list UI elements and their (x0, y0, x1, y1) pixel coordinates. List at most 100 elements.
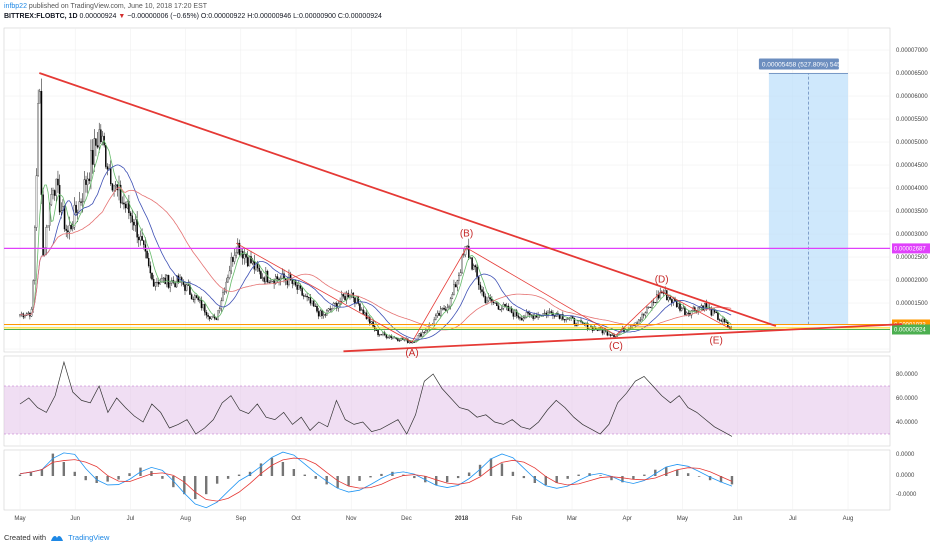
candle-body (98, 129, 100, 148)
candle-body (42, 194, 44, 256)
rsi-y-tick: 80.0000 (896, 372, 918, 378)
candle-body (276, 276, 279, 280)
macd-bar (599, 475, 602, 476)
candle-body (463, 254, 465, 256)
candle-body (687, 312, 690, 314)
candle-body (525, 312, 528, 318)
candle-body (67, 230, 69, 233)
macd-bar (215, 476, 219, 484)
candle-body (591, 326, 594, 331)
candle-body (501, 308, 503, 310)
candle-body (96, 145, 99, 148)
candle-body (388, 336, 391, 338)
candle-body (52, 190, 54, 195)
candle-body (134, 219, 137, 226)
ab-leg (411, 247, 467, 343)
candle-body (258, 267, 260, 272)
x-tick-label: 2018 (455, 516, 469, 522)
candle-body (519, 317, 521, 319)
candle-body (456, 280, 458, 288)
author-link[interactable]: infbp22 (4, 3, 27, 10)
price-tag-label: 0.00000924 (894, 327, 926, 333)
candle-body (289, 274, 292, 280)
measure-label: 0.00005458 (527.80%) 5458 (762, 61, 845, 68)
candle-body (271, 279, 274, 282)
candle-body (439, 308, 442, 316)
candle-body (235, 252, 237, 256)
candle-body (260, 271, 262, 279)
candle-body (187, 284, 190, 286)
candle-body (147, 258, 150, 266)
candle-body (563, 319, 566, 321)
open-label: O: (200, 13, 209, 20)
macd-histogram (18, 453, 734, 500)
price-tag (892, 324, 930, 335)
macd-bar (237, 474, 241, 476)
candle-body (139, 236, 142, 241)
candle-body (679, 303, 681, 311)
candle-body (166, 275, 168, 285)
candle-body (204, 304, 206, 313)
candle-body (567, 318, 569, 320)
candle-body (720, 320, 723, 322)
candle-body (55, 178, 58, 196)
candle-body (608, 334, 610, 336)
ma-red-line (19, 186, 732, 331)
candle-body (345, 292, 348, 301)
candle-body (397, 338, 399, 341)
chart-canvas[interactable]: 0.00007000 0.00006500 0.00006000 0.00005500… (0, 0, 932, 530)
candle-body (311, 300, 313, 304)
candle-body (342, 294, 345, 297)
candle-body (261, 277, 264, 279)
candle-body (712, 309, 714, 316)
candle-body (265, 270, 267, 282)
candle-body (638, 319, 640, 324)
candle-body (636, 322, 638, 324)
candle-body (129, 212, 132, 216)
candle-body (484, 296, 487, 303)
candle-body (515, 310, 518, 317)
tradingview-link[interactable]: TradingView (68, 533, 110, 542)
candle-body (669, 297, 671, 300)
candle-body (222, 292, 224, 301)
candle-body (322, 314, 325, 317)
candle-body (344, 296, 346, 301)
candle-body (509, 308, 511, 312)
macd-bar (51, 453, 55, 476)
candle-body (378, 334, 381, 336)
candle-body (246, 257, 249, 267)
candle-body (370, 321, 373, 324)
candle-body (642, 314, 645, 316)
candle-body (725, 321, 727, 323)
high-value: 0.00000946 (254, 13, 292, 20)
candle-body (91, 150, 94, 165)
candle-body (441, 307, 444, 310)
candle-body (233, 255, 236, 262)
tradingview-logo-icon[interactable] (50, 533, 64, 542)
symbol-name[interactable]: BITTREX:FLOBTC, 1D (4, 13, 78, 20)
candle-body (365, 312, 368, 319)
candle-body (667, 297, 670, 301)
candle-body (618, 332, 620, 335)
candle-body (212, 316, 214, 318)
candle-body (304, 295, 307, 297)
candle-body (347, 292, 350, 298)
candle-body (27, 312, 29, 314)
candle-body (78, 201, 81, 214)
candle-body (332, 303, 335, 309)
candle-body (487, 297, 490, 302)
candle-body (195, 295, 198, 298)
macd-y-tick: -0.0000 (896, 492, 917, 498)
macd-bar (128, 473, 131, 476)
macd-bar (194, 476, 197, 500)
candle-body (70, 225, 72, 230)
candle-body (423, 332, 425, 333)
candle-body (576, 320, 579, 326)
macd-bar (369, 476, 372, 478)
candle-body (416, 335, 419, 341)
candle-body (68, 225, 71, 233)
candle-body (72, 226, 74, 230)
candle-body (263, 277, 265, 282)
candle-body (387, 337, 389, 339)
candle-body (197, 297, 199, 301)
